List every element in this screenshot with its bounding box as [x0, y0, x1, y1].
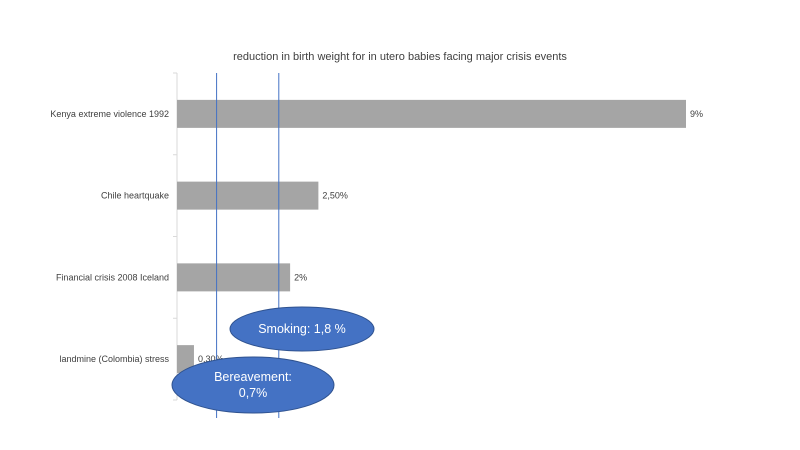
category-label: Kenya extreme violence 1992	[50, 109, 169, 119]
data-label: 2,50%	[322, 191, 348, 201]
category-label: Chile heartquake	[101, 191, 169, 201]
bar	[177, 263, 291, 292]
data-label: 2%	[294, 272, 307, 282]
bar	[177, 99, 686, 128]
data-label: 9%	[690, 109, 703, 119]
data-label: 0,30%	[198, 354, 224, 364]
callout-label: 0,7%	[239, 386, 268, 400]
chart-title: reduction in birth weight for in utero b…	[233, 51, 567, 63]
callout: Bereavement: 0,7%	[171, 356, 335, 414]
callout-ellipse	[229, 306, 375, 352]
category-label: landmine (Colombia) stress	[59, 354, 169, 364]
callout-label: Smoking: 1,8 %	[258, 322, 346, 336]
bar	[177, 345, 194, 374]
callout-ellipse	[171, 356, 335, 414]
callout-label: Bereavement:	[214, 370, 292, 384]
callout: Smoking: 1,8 %	[229, 306, 375, 352]
bar	[177, 181, 319, 210]
category-label: Financial crisis 2008 Iceland	[56, 272, 169, 282]
